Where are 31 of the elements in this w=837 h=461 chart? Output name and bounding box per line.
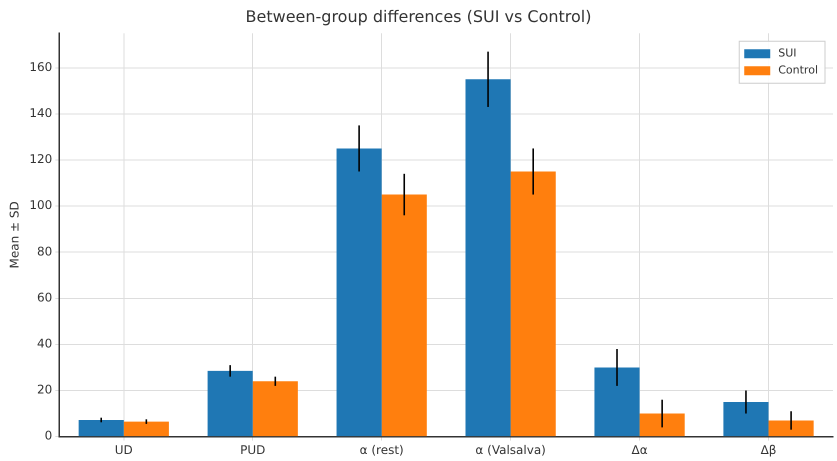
y-axis-title: Mean ± SD (7, 201, 22, 269)
bar (594, 367, 640, 436)
bar (723, 402, 769, 436)
y-tick-label: 20 (37, 382, 52, 397)
y-tick-label: 40 (37, 336, 52, 351)
chart-title: Between-group differences (SUI vs Control) (246, 6, 592, 26)
y-tick-label: 80 (37, 244, 52, 258)
bar (252, 381, 298, 436)
bar (124, 422, 169, 436)
y-tick-label: 100 (29, 198, 52, 212)
legend-label: Control (778, 64, 818, 77)
bar (510, 172, 556, 436)
bar (78, 420, 124, 436)
legend-label: SUI (778, 46, 797, 60)
y-tick-label: 60 (37, 290, 52, 304)
bar (768, 420, 814, 436)
bar (465, 79, 511, 436)
x-tick-label: α (Valsalva) (475, 442, 546, 457)
x-tick-label: PUD (240, 442, 266, 457)
y-tick-label: 160 (29, 60, 52, 74)
bar (640, 414, 685, 436)
y-tick-label: 0 (44, 428, 52, 443)
x-tick-label: α (rest) (360, 442, 404, 457)
bar (336, 148, 382, 436)
x-tick-label: Δβ (760, 442, 776, 457)
y-tick-label: 120 (29, 152, 52, 166)
bar (382, 194, 427, 436)
y-tick-label: 140 (29, 106, 52, 120)
bar (208, 370, 253, 436)
x-tick-label: UD (114, 442, 133, 457)
x-tick-label: Δα (632, 442, 648, 457)
